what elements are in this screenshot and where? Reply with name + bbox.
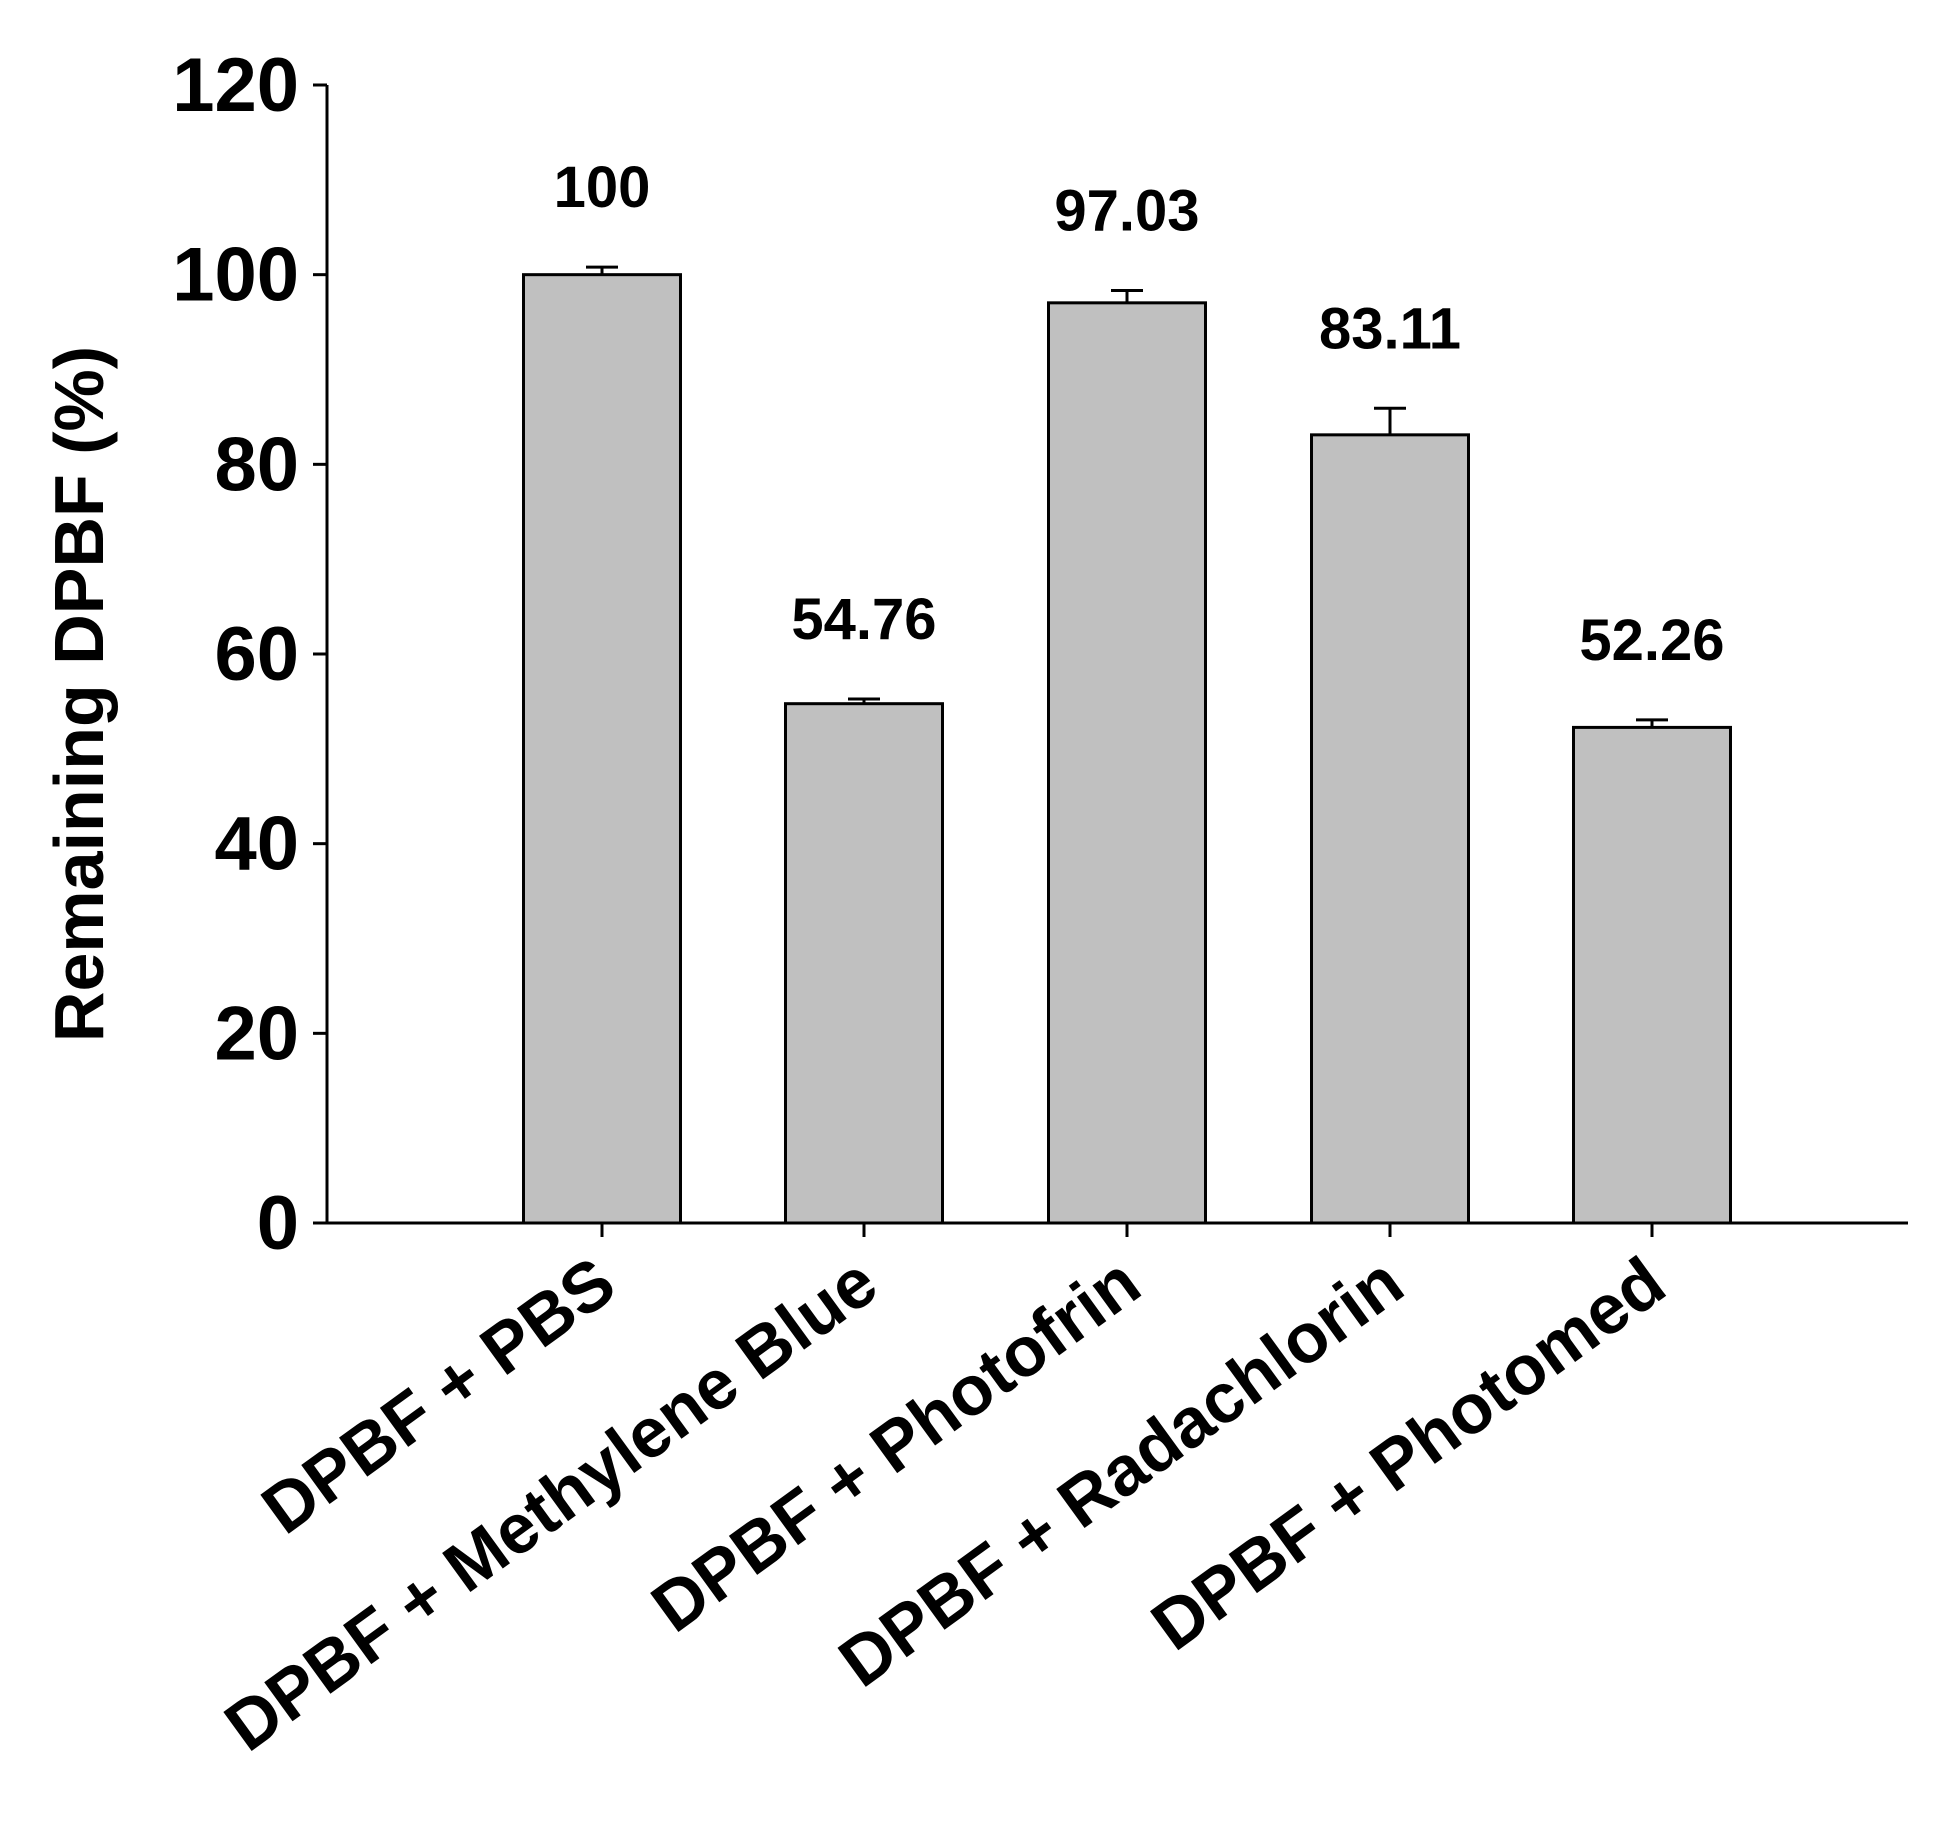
y-tick-label: 40 (214, 802, 299, 887)
y-axis: 0 20 40 60 80 100 120 (172, 43, 329, 1266)
bar (1047, 301, 1207, 1225)
y-tick-label: 20 (214, 991, 299, 1076)
y-tick-label: 120 (172, 43, 299, 128)
y-ticks: 0 20 40 60 80 100 120 (172, 43, 327, 1266)
bar (1310, 433, 1470, 1225)
bar (1572, 725, 1732, 1225)
x-ticks (600, 1223, 1654, 1237)
y-tick-label: 80 (214, 422, 299, 507)
data-label: 54.76 (791, 587, 936, 652)
data-label: 100 (554, 155, 651, 220)
y-tick-label: 60 (214, 612, 299, 697)
y-tick-label: 100 (172, 233, 299, 318)
error-bars (586, 265, 1668, 728)
data-labels: 100 54.76 97.03 83.11 52.26 (554, 155, 1725, 673)
data-label: 97.03 (1054, 179, 1199, 244)
y-tick-label: 0 (257, 1181, 299, 1266)
data-label: 83.11 (1319, 296, 1461, 361)
x-axis (327, 1221, 1908, 1237)
data-label: 52.26 (1579, 608, 1724, 673)
y-axis-title: Remaining DPBF (%) (40, 346, 118, 1042)
bar (522, 273, 682, 1225)
bars (522, 273, 1732, 1225)
bar (784, 702, 944, 1225)
